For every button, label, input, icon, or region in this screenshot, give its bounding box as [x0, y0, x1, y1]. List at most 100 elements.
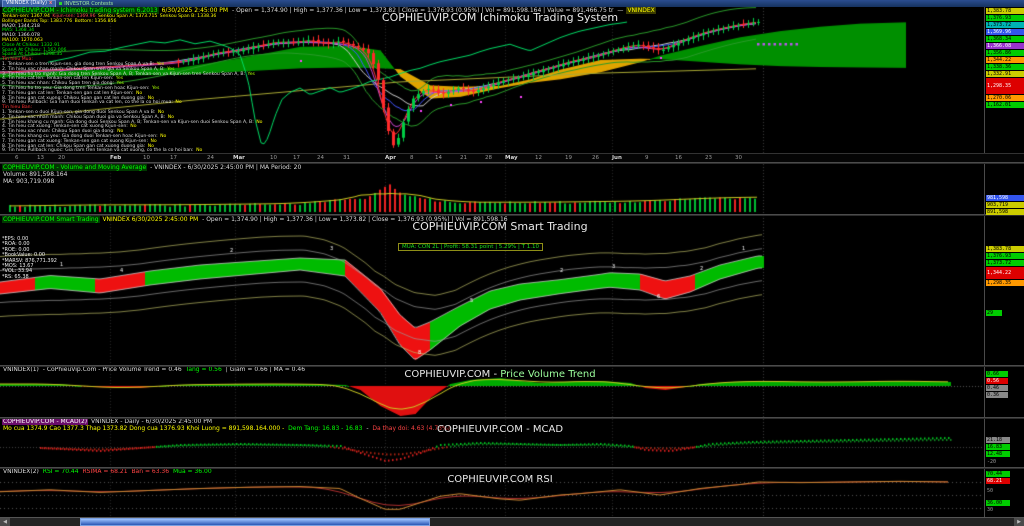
timeline-label: Apr [385, 155, 396, 161]
ichimoku-pane-title: COPHIEUVIP.COM Ichimoku Trading System [381, 11, 619, 24]
text-line: 3. Tin hieu khang cu manh: Gia dong duoi… [2, 119, 263, 125]
axis-price-label: 0.36 [986, 392, 1008, 398]
text-segment: Mo cua 1374.9 Cao 1377.3 Thap 1373.82 Do… [3, 425, 287, 432]
pane-splitter[interactable] [0, 162, 1024, 164]
axis-price-label: 1,338.36 [986, 64, 1024, 70]
text-line: 9. Tin hieu Pullback nguoc: Gia nam tren… [2, 148, 203, 154]
smart-metrics-list: *EPS: 0.00 *ROA: 0.00 *ROE: 0.00 *BookValue… [2, 236, 58, 280]
text-segment: COPHIEUVIP.COM - Volume and Moving Avera… [2, 164, 148, 171]
text-line: MA100: 1270.063 [2, 37, 43, 43]
text-line: MA10: 1366.078 [2, 33, 40, 39]
text-line: 9. Tin hieu Pullback: Gia nam duoi tenka… [2, 100, 182, 106]
text-line: *BookValue: 0.00 [2, 252, 46, 259]
text-segment: Mua = 36.00 [172, 468, 212, 475]
volume-header: COPHIEUVIP.COM - Volume and Moving Avera… [2, 164, 302, 171]
text-line: 1. Tenkan-sen o tren Kijun-sen, gia dong… [2, 61, 165, 67]
timeline-label: 24 [317, 155, 324, 161]
text-line: 5. Tin hieu xac nhan: Chikou Span duoi g… [2, 129, 124, 135]
axis-price-label: 1,344.22 [986, 57, 1024, 63]
volume-ma-value: MA: 903,719.098 [2, 178, 55, 185]
mcad-pane-title: COPHIEUVIP.COM - MCAD [436, 424, 564, 435]
axis-price-label: 1,270.06 [986, 95, 1024, 101]
axis-price-label: 1,368.34 [986, 36, 1024, 42]
timeline-label: 16 [675, 155, 682, 161]
timeline-label: 6 [15, 155, 19, 161]
pane-splitter[interactable] [0, 214, 1024, 216]
text-line: MA5: 1368.34 [2, 28, 35, 34]
axis-price-label: 68.21 [986, 478, 1010, 484]
smart-pane-title: COPHIEUVIP.COM Smart Trading [412, 220, 588, 233]
timeline-label: 21 [460, 155, 467, 161]
price-axis-divider [984, 7, 985, 517]
text-line: Tin hieu Ban: [2, 105, 33, 111]
axis-price-label: 12.48 [986, 451, 1010, 457]
pane-splitter[interactable] [0, 365, 1024, 367]
timeline-label: 12 [535, 155, 542, 161]
text-segment: VNINDEX [626, 7, 656, 14]
ichimoku-header: COPHIEUVIP.COM - Ichimoku trading system… [2, 7, 656, 14]
text-line: *MOS: 13.67 [2, 263, 34, 270]
text-segment: VNINDEX(1) [3, 366, 39, 373]
axis-price-label: 1,298.35 [986, 280, 1024, 286]
volume-value: Volume: 891,598.164 [2, 171, 68, 178]
text-line: *ROE: 0.00 [2, 246, 30, 253]
rsi-pane-title: COPHIEUVIP.COM RSI [447, 474, 553, 485]
text-line: Tin hieu Mua: [2, 57, 33, 63]
text-line: 7. Tin hieu gan cat len: Tenkan-sen gan … [2, 90, 143, 96]
pane-splitter[interactable] [0, 467, 1024, 469]
smart-status-badge: MUA: CON 2L | Profit: 58.31 point | 5.29… [398, 243, 543, 251]
text-line: 5. Tin hieu xac nhan: Chikou Span tren g… [2, 81, 124, 87]
axis-price-label: 29 [986, 310, 1002, 316]
text-line: 8. Tin hieu gan cat xuong: Chikou Span g… [2, 95, 154, 101]
axis-price-label: 1,344.22 [986, 267, 1024, 279]
scroll-right-arrow-icon[interactable]: ▶ [1014, 518, 1024, 526]
timeline-label: 13 [37, 155, 44, 161]
scroll-left-arrow-icon[interactable]: ◀ [0, 518, 10, 526]
text-line: SpanB At Chikou: 1298.35 [2, 52, 63, 58]
timeline-label: 20 [58, 155, 65, 161]
axis-price-label: 1,356.86 [986, 50, 1024, 56]
horizontal-scrollbar[interactable]: ◀ ▶ [0, 517, 1024, 526]
text-segment: Dem Tang: 16.83 - 16.83 [288, 425, 363, 432]
timeline-label: 14 [435, 155, 442, 161]
text-line: 7. Tin hieu gan cat xuong: Tenkan-sen ga… [2, 138, 157, 144]
text-segment: Tang = 0.56 [185, 366, 222, 373]
pvt-pane-title: COPHIEUVIP.COM - Price Volume Trend [404, 369, 596, 380]
text-line: Close At Chikou: 1332.91 [2, 42, 60, 48]
text-segment: VNINDEX - Daily - 6/30/2025 2:45:00 PM [89, 418, 213, 425]
text-line: *RS: 65.38 [2, 273, 29, 280]
axis-price-label: 1,298.35 [986, 78, 1024, 94]
axis-price-label: 1,383.78 [986, 246, 1024, 252]
axis-price-label: 50 [987, 488, 994, 494]
timeline-label: 8 [410, 155, 414, 161]
timeline-label: May [505, 155, 518, 161]
timeline-label: 23 [705, 155, 712, 161]
text-segment: Volume: 891,598.164 [3, 171, 68, 178]
text-segment: Ban = 63.36 [131, 468, 171, 475]
axis-price-label: 1,376.93 [986, 253, 1024, 259]
axis-price-label: 16.83 [986, 444, 1010, 450]
text-line: 3. Tin hieu ho tro manh: Gia dong tren S… [2, 71, 255, 77]
text-segment: — [615, 7, 626, 14]
smart-header: COPHIEUVIP.COM Smart Trading VNINDEX 6/3… [2, 216, 509, 223]
axis-price-label: 0.66 [986, 371, 1008, 377]
scrollbar-thumb[interactable] [80, 518, 430, 526]
date-axis[interactable]: 6 13 20 Feb 10 17 24 Mar 10 17 24 31 Apr 8 14 21 28 May 12… [0, 153, 1024, 163]
axis-price-label: 1,366.08 [986, 43, 1024, 49]
timeline-label: 9 [645, 155, 649, 161]
text-segment: COPHIEUVIP.COM Smart Trading [2, 216, 100, 223]
axis-price-label: -20 [987, 459, 997, 465]
axis-price-label: 1,369.96 [986, 29, 1024, 35]
text-line: *VOL: 33.94 [2, 268, 33, 275]
scrollbar-track[interactable] [10, 518, 1014, 526]
axis-price-label: 903,719 [986, 202, 1024, 208]
axis-price-label: 981,598 [986, 195, 1024, 201]
pane-splitter[interactable] [0, 417, 1024, 419]
axis-price-label: 1,332.91 [986, 71, 1024, 77]
text-line: 6. Tin hieu khang cu yeu: Gia dong duoi … [2, 133, 167, 139]
text-line: 6. Tin hieu ho tro yeu: Gia dong tren Te… [2, 85, 160, 91]
text-line: Tenkan-sen: 1367.94 Kijun-sen: 1369.96 S… [2, 14, 217, 19]
text-line: 1. Tenkan-sen o duoi Kijun-sen, gia dong… [2, 109, 165, 115]
